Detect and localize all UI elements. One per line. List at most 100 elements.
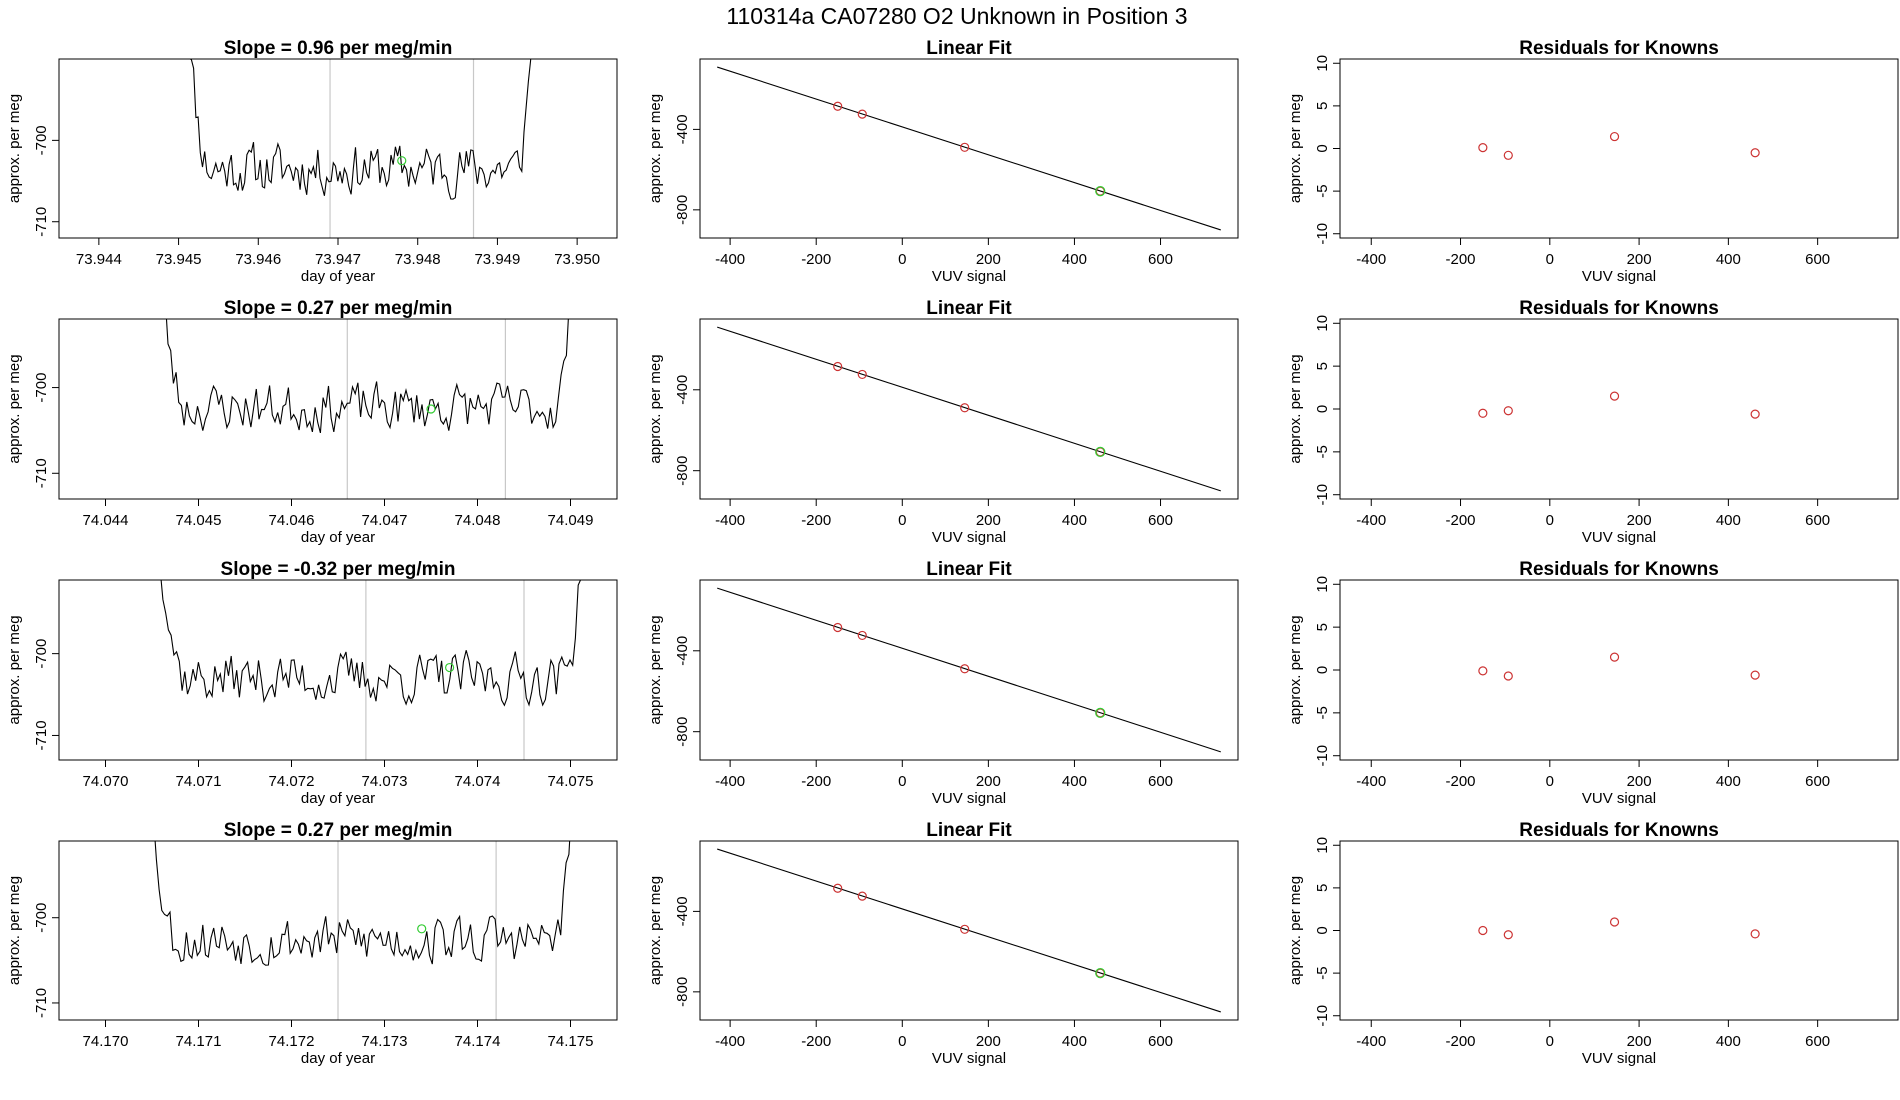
x-tick-label: 74.073 bbox=[362, 773, 408, 790]
x-tick-label: 600 bbox=[1805, 1033, 1830, 1050]
y-axis-label: approx. per meg bbox=[6, 876, 23, 985]
x-tick-label: -400 bbox=[1356, 251, 1386, 268]
residual-point-marker bbox=[1478, 408, 1488, 418]
y-tick-label: 10 bbox=[1314, 576, 1331, 593]
resid-panel-3: Residuals for Knowns -400 -200 0 200 400 600 VU… bbox=[1287, 559, 1899, 807]
x-tick-label: 200 bbox=[1627, 1033, 1652, 1050]
plot-frame bbox=[699, 579, 1239, 761]
signal-trace-line bbox=[154, 841, 571, 966]
x-tick-label: 0 bbox=[898, 773, 906, 790]
y-axis-label: approx. per meg bbox=[647, 94, 664, 203]
fit-panel-2: Linear Fit -400 -200 0 200 400 600 VUV signal -4… bbox=[647, 298, 1239, 546]
x-tick-label: 74.171 bbox=[176, 1033, 222, 1050]
x-axis-label: VUV signal bbox=[932, 1050, 1006, 1067]
x-tick-label: 600 bbox=[1805, 512, 1830, 529]
known-point-marker bbox=[960, 664, 970, 674]
x-tick-label: 0 bbox=[898, 1033, 906, 1050]
plot-frame bbox=[699, 318, 1239, 500]
x-tick-label: -200 bbox=[1446, 1033, 1476, 1050]
time-panel-3: Slope = -0.32 per meg/min 74.070 74.071 74.… bbox=[6, 559, 618, 807]
x-tick-label: 74.172 bbox=[269, 1033, 315, 1050]
y-tick-label: -10 bbox=[1314, 1005, 1331, 1027]
y-axis-label: approx. per meg bbox=[647, 354, 664, 463]
x-tick-label: 74.044 bbox=[83, 512, 129, 529]
panel-title: Residuals for Knowns bbox=[1519, 38, 1719, 59]
x-tick-label: 74.070 bbox=[83, 773, 129, 790]
x-tick-label: 73.945 bbox=[156, 251, 202, 268]
y-tick-label: -400 bbox=[674, 375, 691, 405]
y-tick-label: -800 bbox=[674, 456, 691, 486]
unknown-point-marker bbox=[1095, 446, 1106, 458]
fit-panel-3: Linear Fit -400 -200 0 200 400 600 VUV signal -4… bbox=[647, 559, 1239, 807]
x-axis-label: VUV signal bbox=[932, 268, 1006, 285]
x-tick-label: 0 bbox=[1546, 251, 1554, 268]
plot-area bbox=[1478, 652, 1760, 681]
x-axis-label: day of year bbox=[301, 529, 375, 546]
x-tick-label: 400 bbox=[1062, 512, 1087, 529]
x-tick-label: -200 bbox=[801, 1033, 831, 1050]
plot-area bbox=[1478, 131, 1760, 160]
x-tick-label: 74.074 bbox=[455, 773, 501, 790]
residual-point-marker bbox=[1609, 917, 1620, 927]
y-tick-label: -700 bbox=[33, 639, 50, 669]
resid-panel-4: Residuals for Knowns -400 -200 0 200 400 600 VU… bbox=[1287, 820, 1899, 1067]
residual-point-marker bbox=[1478, 666, 1488, 676]
y-axis-label: approx. per meg bbox=[6, 94, 23, 203]
time-panel-1: Slope = 0.96 per meg/min 73.944 73.945 73.9… bbox=[6, 38, 618, 285]
y-axis-label: approx. per meg bbox=[6, 615, 23, 724]
residual-point-marker bbox=[1503, 930, 1513, 940]
x-tick-label: 73.947 bbox=[315, 251, 361, 268]
signal-trace-line bbox=[160, 580, 582, 707]
y-axis-label: approx. per meg bbox=[647, 876, 664, 985]
known-point-marker bbox=[833, 101, 843, 111]
plot-area bbox=[717, 848, 1221, 1013]
unknown-point-marker bbox=[417, 924, 427, 934]
panel-title: Residuals for Knowns bbox=[1519, 820, 1719, 841]
y-tick-label: 0 bbox=[1314, 926, 1331, 934]
y-tick-label: -400 bbox=[674, 896, 691, 926]
y-axis-label: approx. per meg bbox=[1287, 354, 1304, 463]
residual-point-marker bbox=[1609, 652, 1620, 662]
x-tick-label: -200 bbox=[801, 512, 831, 529]
panel-title: Linear Fit bbox=[926, 820, 1012, 841]
y-axis-label: approx. per meg bbox=[647, 615, 664, 724]
y-tick-label: -710 bbox=[33, 458, 50, 488]
panel-title: Residuals for Knowns bbox=[1519, 298, 1719, 319]
y-tick-label: -10 bbox=[1314, 223, 1331, 245]
unknown-point-marker bbox=[426, 404, 436, 414]
x-axis-label: VUV signal bbox=[932, 790, 1006, 807]
page-title: 110314a CA07280 O2 Unknown in Position 3 bbox=[726, 3, 1187, 29]
panel-title: Slope = 0.27 per meg/min bbox=[224, 820, 453, 841]
x-tick-label: 0 bbox=[898, 251, 906, 268]
x-axis-label: day of year bbox=[301, 1050, 375, 1067]
x-tick-label: 74.075 bbox=[548, 773, 594, 790]
x-tick-label: -400 bbox=[715, 773, 745, 790]
residual-point-marker bbox=[1750, 409, 1760, 419]
plot-frame bbox=[1339, 840, 1899, 1021]
x-tick-label: 200 bbox=[976, 251, 1001, 268]
known-point-marker bbox=[960, 924, 970, 934]
x-tick-label: 74.173 bbox=[362, 1033, 408, 1050]
y-axis-label: approx. per meg bbox=[1287, 615, 1304, 724]
y-tick-label: -5 bbox=[1314, 966, 1331, 979]
unknown-point-marker bbox=[445, 662, 455, 673]
y-tick-label: -700 bbox=[33, 125, 50, 155]
x-tick-label: 74.049 bbox=[548, 512, 594, 529]
plot-frame bbox=[1339, 579, 1899, 761]
x-tick-label: 600 bbox=[1805, 251, 1830, 268]
known-point-marker bbox=[857, 630, 867, 641]
x-tick-label: 200 bbox=[976, 512, 1001, 529]
x-tick-label: 400 bbox=[1062, 773, 1087, 790]
y-tick-label: -710 bbox=[33, 720, 50, 750]
plot-frame bbox=[1339, 58, 1899, 239]
residual-point-marker bbox=[1503, 671, 1513, 681]
y-tick-label: 5 bbox=[1314, 362, 1331, 370]
residual-point-marker bbox=[1609, 391, 1620, 401]
x-tick-label: 74.046 bbox=[269, 512, 315, 529]
x-tick-label: -200 bbox=[801, 773, 831, 790]
plot-frame bbox=[58, 579, 618, 761]
plot-area bbox=[165, 319, 569, 499]
y-tick-label: -5 bbox=[1314, 445, 1331, 458]
y-tick-label: -800 bbox=[674, 717, 691, 747]
